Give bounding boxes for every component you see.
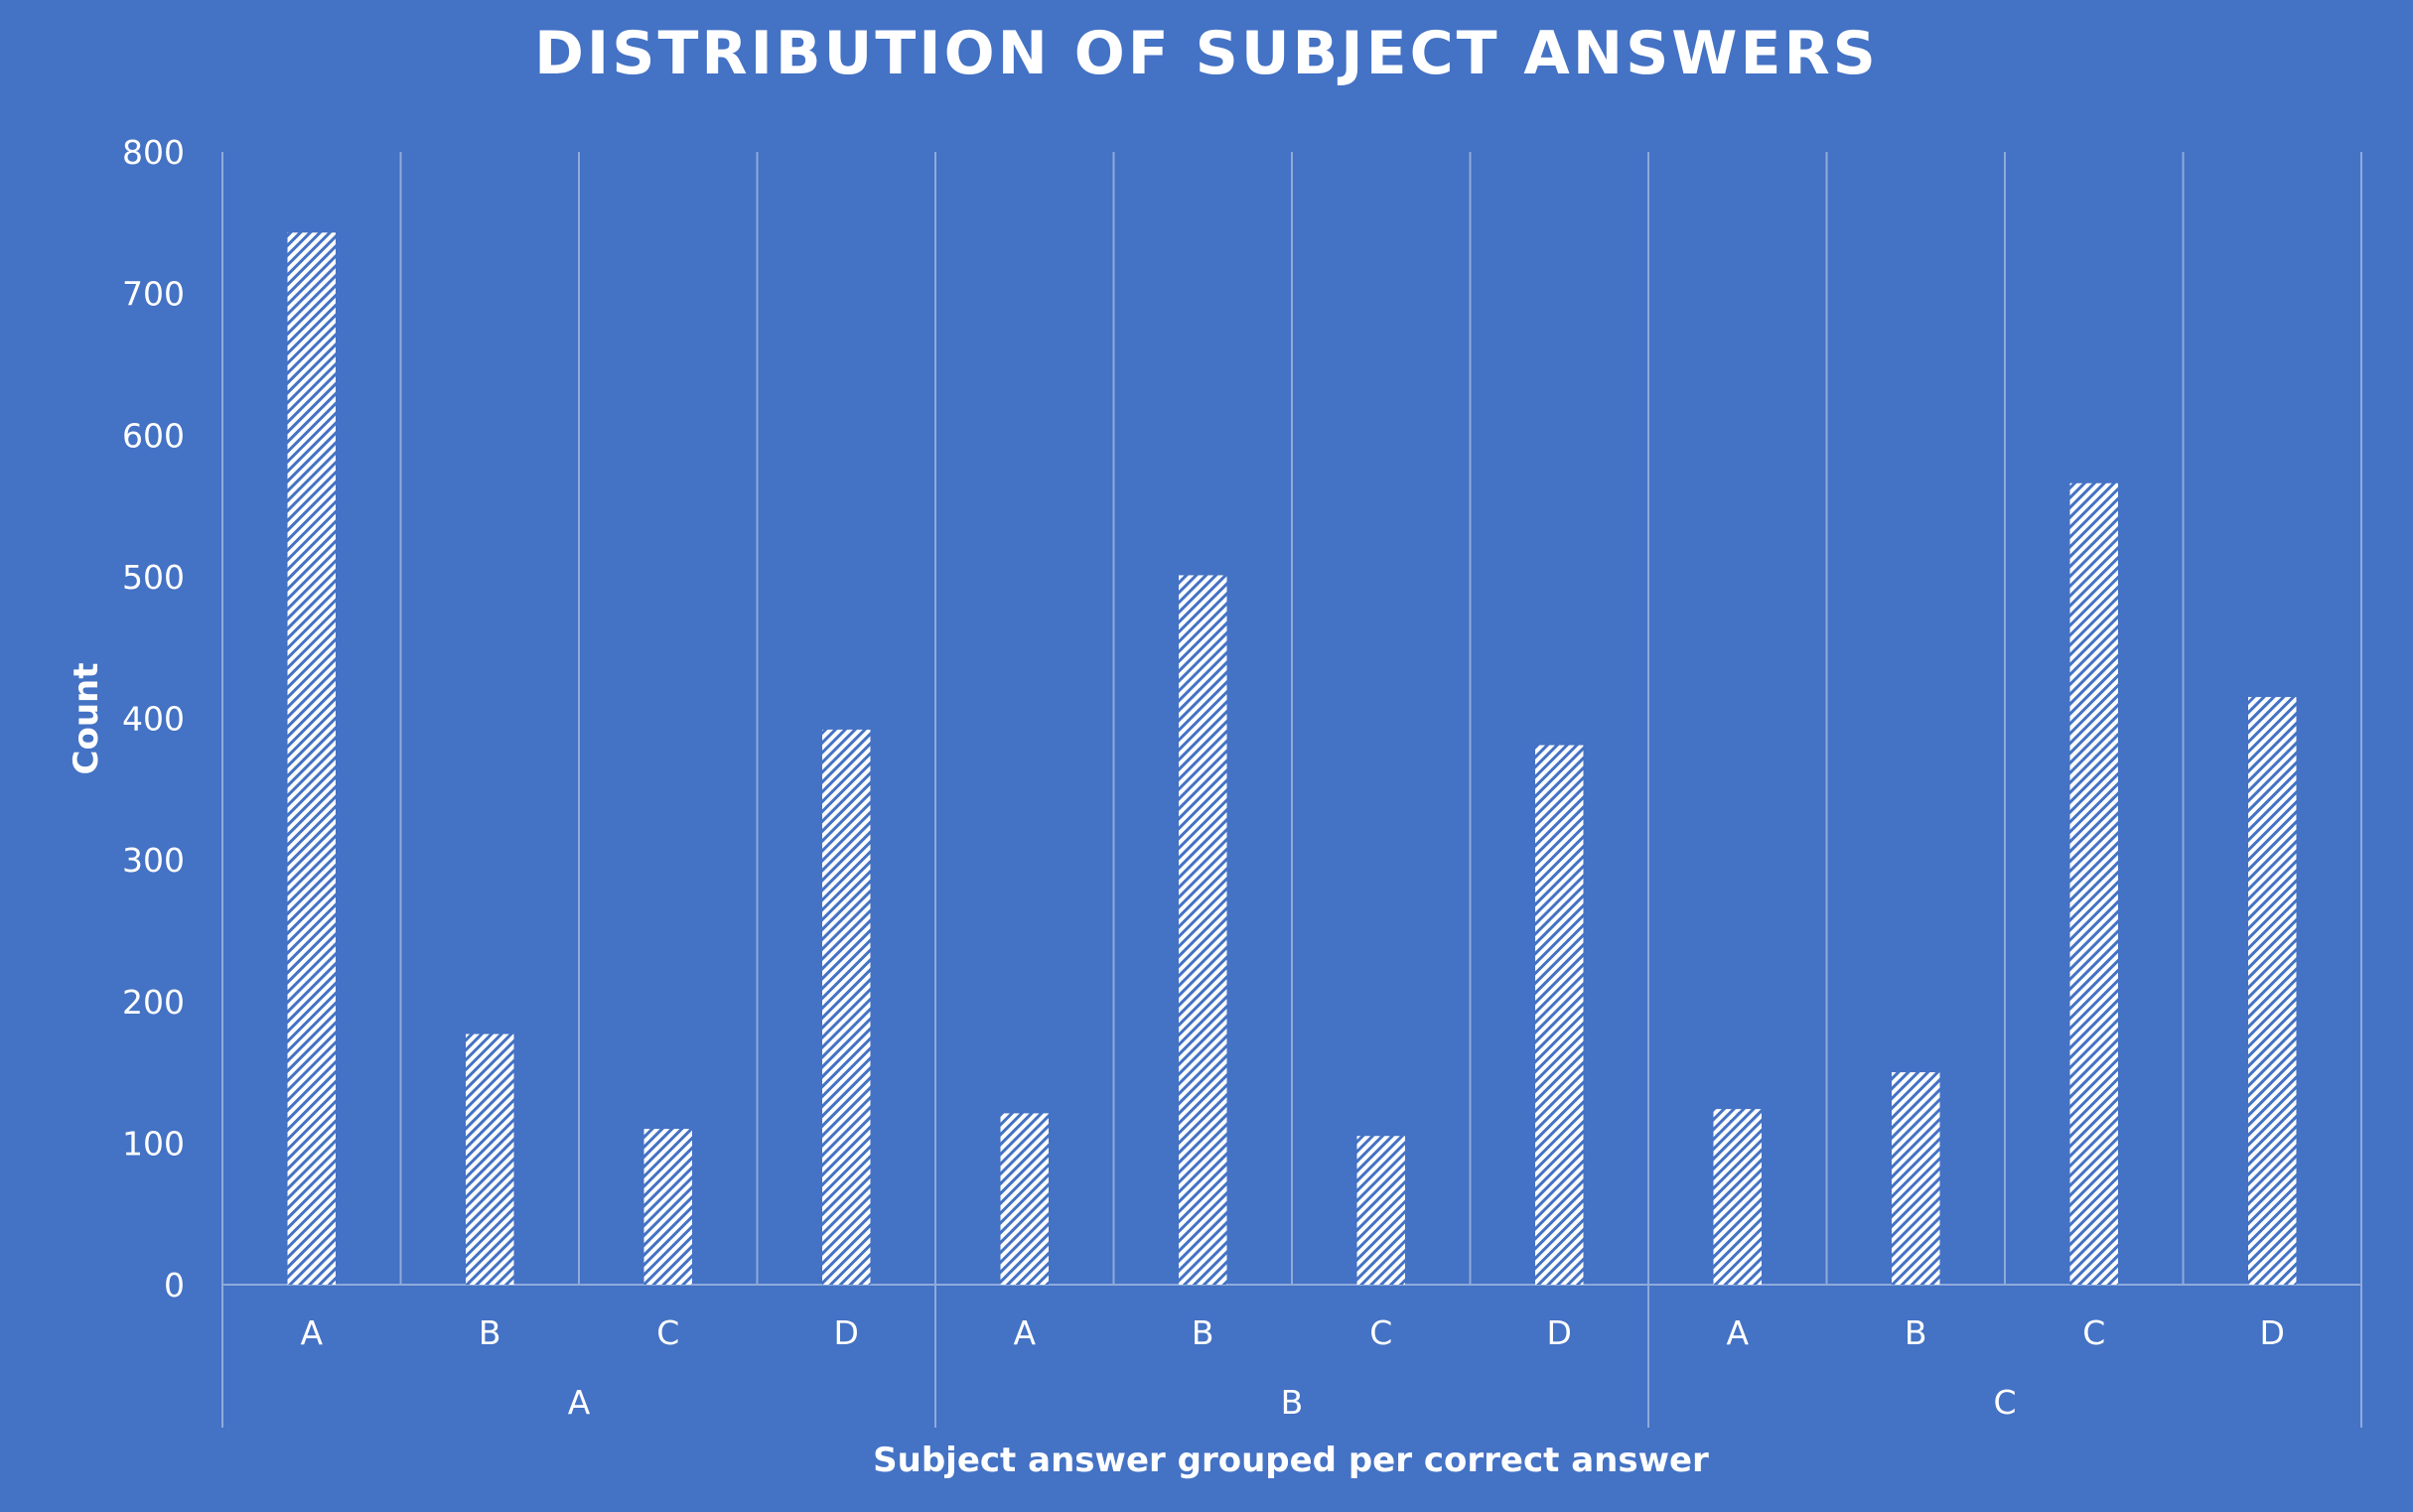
- bar: [1713, 1109, 1762, 1285]
- grid-lines: [221, 152, 2362, 1428]
- x-tick-label: C: [2082, 1313, 2105, 1352]
- x-tick-label: B: [1905, 1313, 1927, 1352]
- bar: [2069, 482, 2118, 1285]
- x-tick-label: D: [1547, 1313, 1572, 1352]
- y-axis: 0 100 200 300 400 500 600 700 800: [122, 133, 185, 1305]
- y-tick-label: 800: [122, 133, 185, 172]
- y-axis-title: Count: [67, 663, 106, 775]
- x-tick-label: A: [1726, 1313, 1749, 1352]
- x-tick-label: B: [479, 1313, 501, 1352]
- x-tick-label: C: [656, 1313, 679, 1352]
- group-label: B: [1281, 1383, 1304, 1422]
- y-tick-label: 0: [164, 1266, 185, 1305]
- y-tick-label: 100: [122, 1124, 185, 1163]
- group-label: C: [1993, 1383, 2016, 1422]
- bar: [466, 1033, 514, 1285]
- chart-title: DISTRIBUTION OF SUBJECT ANSWERS: [534, 19, 1879, 88]
- bar: [822, 729, 871, 1285]
- x-tick-label: C: [1369, 1313, 1392, 1352]
- y-tick-label: 500: [122, 558, 185, 597]
- x-tick-label: D: [2260, 1313, 2285, 1352]
- x-axis-title: Subject answer grouped per correct answe…: [873, 1441, 1709, 1480]
- bar: [1892, 1072, 1940, 1285]
- y-tick-label: 700: [122, 275, 185, 314]
- bar: [1000, 1113, 1049, 1285]
- bar: [643, 1129, 692, 1285]
- group-label: A: [568, 1383, 591, 1422]
- y-tick-label: 300: [122, 841, 185, 880]
- y-tick-label: 200: [122, 983, 185, 1022]
- y-tick-label: 400: [122, 700, 185, 739]
- bar: [287, 232, 336, 1285]
- bar: [1535, 745, 1584, 1285]
- x-tick-label: A: [300, 1313, 323, 1352]
- bar: [2248, 697, 2297, 1285]
- bar: [1356, 1136, 1405, 1285]
- y-tick-label: 600: [122, 416, 185, 455]
- bar: [1179, 575, 1227, 1285]
- x-tick-label: A: [1013, 1313, 1036, 1352]
- bars: [287, 232, 2297, 1285]
- x-tick-label: B: [1192, 1313, 1214, 1352]
- x-tick-label: D: [834, 1313, 859, 1352]
- x-axis: A B C D A A B C D B A B C D C: [300, 1313, 2285, 1422]
